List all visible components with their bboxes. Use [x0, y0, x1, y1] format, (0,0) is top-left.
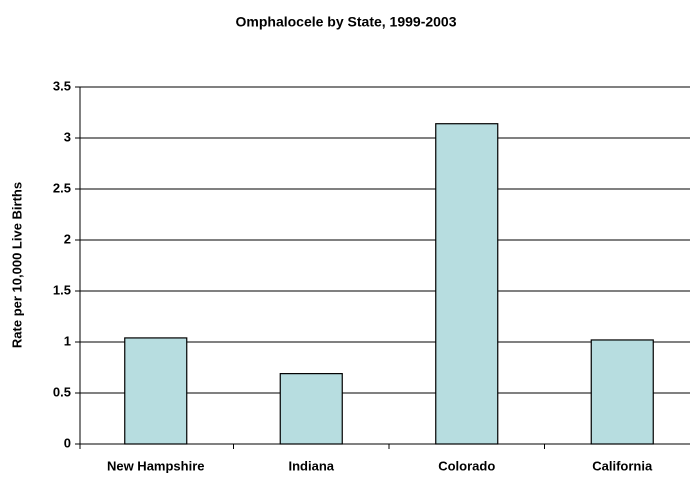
y-tick-label: 0 — [64, 435, 71, 450]
y-tick-label: 1 — [64, 333, 71, 348]
bar — [435, 123, 499, 445]
x-tick-label: California — [592, 458, 653, 473]
y-tick-label: 2 — [64, 231, 71, 246]
y-tick-label: 3 — [64, 129, 71, 144]
bar — [590, 339, 654, 445]
x-tick-label: Indiana — [288, 458, 334, 473]
bar — [279, 373, 343, 445]
x-tick-label: Colorado — [438, 458, 495, 473]
y-tick-label: 0.5 — [53, 384, 71, 399]
chart-title: Omphalocele by State, 1999-2003 — [236, 14, 457, 30]
bar — [124, 337, 188, 445]
y-tick-label: 1.5 — [53, 282, 71, 297]
y-tick-label: 3.5 — [53, 78, 71, 93]
y-tick-label: 2.5 — [53, 180, 71, 195]
x-tick-label: New Hampshire — [107, 458, 205, 473]
y-axis-label: Rate per 10,000 Live Births — [9, 182, 24, 348]
